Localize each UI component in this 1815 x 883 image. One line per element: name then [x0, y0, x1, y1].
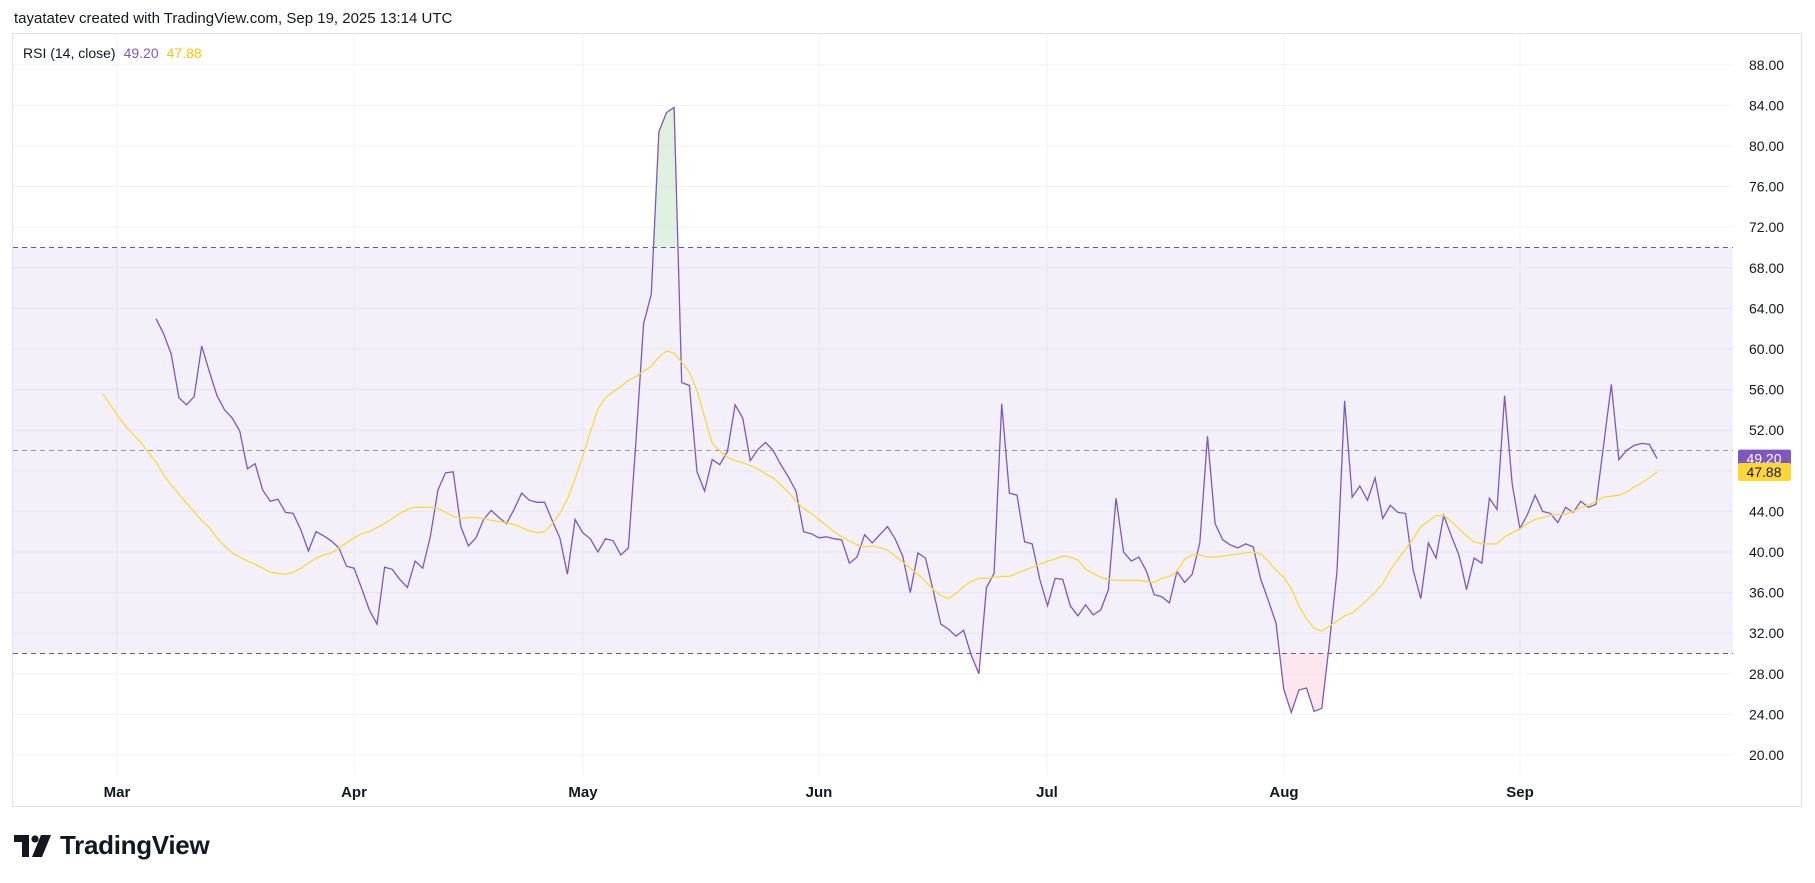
indicator-name: RSI (14, close) [23, 45, 116, 61]
tradingview-logo-text: TradingView [60, 830, 210, 860]
tradingview-logo-icon [14, 834, 51, 857]
indicator-legend[interactable]: RSI (14, close) 49.20 47.88 [23, 45, 202, 61]
chart-attribution: tayatatev created with TradingView.com, … [14, 10, 453, 27]
chart-frame [12, 33, 1802, 807]
tradingview-logo[interactable]: TradingView [14, 830, 210, 861]
ma-legend-value: 47.88 [166, 45, 202, 61]
rsi-legend-value: 49.20 [123, 45, 159, 61]
